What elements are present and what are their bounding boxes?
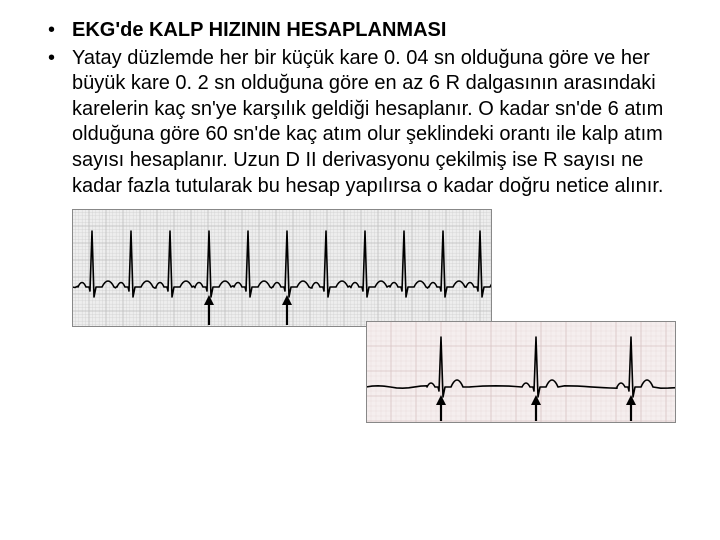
ekg-figures <box>44 209 676 423</box>
ekg-strip-2 <box>366 321 676 423</box>
body-text: Yatay düzlemde her bir küçük kare 0. 04 … <box>72 47 663 197</box>
ekg-strip-1-container <box>72 209 492 327</box>
bullet-body: Yatay düzlemde her bir küçük kare 0. 04 … <box>44 46 676 200</box>
ekg-strip-2-container <box>72 321 676 423</box>
bullet-list: EKG'de KALP HIZININ HESAPLANMASI Yatay d… <box>44 18 676 199</box>
title-text: EKG'de KALP HIZININ HESAPLANMASI <box>72 19 446 41</box>
ekg-strip-1 <box>72 209 492 327</box>
bullet-title: EKG'de KALP HIZININ HESAPLANMASI <box>44 18 676 44</box>
